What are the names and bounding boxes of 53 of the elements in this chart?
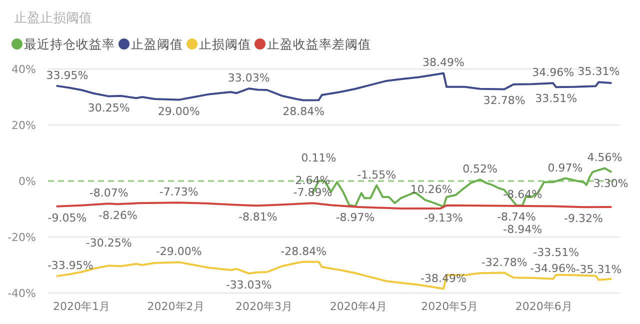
x-tick-label: 2020年6月	[515, 300, 572, 313]
data-label: -9.05%	[48, 211, 87, 224]
y-tick-label: -40%	[8, 287, 36, 300]
data-label: -33.03%	[226, 278, 272, 292]
data-label: -28.84%	[280, 244, 327, 258]
data-label: 35.31%	[578, 65, 620, 78]
data-label: -8.97%	[336, 211, 375, 224]
data-label: -33.95%	[47, 259, 94, 272]
annotation: 10.26%	[410, 183, 452, 196]
data-label: 0.97%	[548, 161, 583, 174]
data-label: -8.26%	[98, 209, 138, 222]
data-label: 30.25%	[88, 101, 130, 114]
data-label: -32.78%	[481, 256, 528, 269]
data-label: 33.03%	[228, 72, 270, 85]
data-label: -34.96%	[530, 262, 576, 275]
y-tick-label: -20%	[8, 231, 36, 244]
data-label: 3.30%	[593, 176, 628, 190]
data-label: -8.07%	[89, 186, 128, 200]
y-tick-label: 20%	[12, 119, 36, 132]
data-label: 33.51%	[535, 92, 578, 106]
data-label: -30.25%	[86, 236, 132, 250]
data-label: -8.94%	[503, 223, 542, 236]
data-label: -1.55%	[357, 168, 396, 182]
legend-label: 止损阈值	[199, 36, 251, 52]
data-label: 33.95%	[46, 68, 88, 82]
data-label: -9.32%	[564, 212, 603, 226]
x-tick-label: 2020年1月	[52, 300, 110, 313]
data-label: -29.00%	[156, 245, 202, 258]
data-label: -7.73%	[159, 186, 198, 199]
x-tick-label: 2020年4月	[330, 300, 387, 313]
x-tick-label: 2020年2月	[147, 300, 204, 313]
data-label: 29.00%	[158, 104, 200, 118]
legend-label: 止盈收益率差阈值	[267, 36, 371, 52]
data-label: -8.74%	[497, 210, 536, 224]
x-tick-label: 2020年3月	[236, 300, 293, 313]
data-label: -8.81%	[238, 210, 278, 224]
data-label: 28.84%	[282, 105, 325, 118]
data-label: -33.51%	[533, 246, 580, 259]
data-label: 0.11%	[301, 152, 336, 165]
data-label: 34.96%	[532, 66, 574, 80]
y-tick-label: 0%	[18, 175, 36, 188]
x-tick-label: 2020年5月	[421, 300, 478, 313]
data-label: -35.31%	[576, 262, 622, 276]
chart-title: 止盈止损阈值	[14, 11, 92, 26]
data-label: 0.52%	[462, 162, 498, 176]
legend-label: 止盈阈值	[131, 36, 183, 52]
y-tick-label: 40%	[12, 63, 36, 76]
data-label: -7.89%	[293, 186, 332, 200]
data-label: 38.49%	[422, 56, 465, 70]
data-label: -9.13%	[424, 212, 463, 225]
legend-label: 最近持仓收益率	[24, 36, 115, 52]
data-label: 4.56%	[587, 151, 622, 164]
data-label: 32.78%	[483, 94, 526, 108]
